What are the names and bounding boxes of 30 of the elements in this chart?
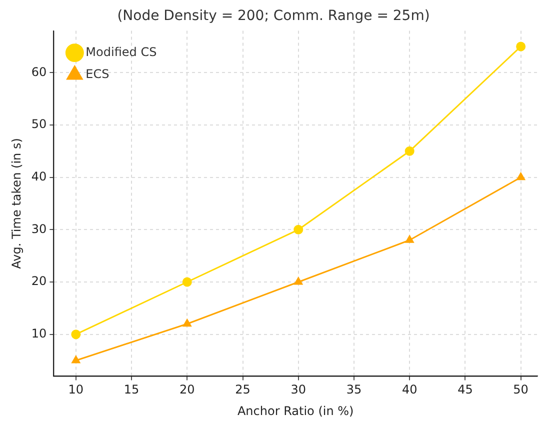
point (516, 172, 526, 180)
y-axis-title: Avg. Time taken (in s) (9, 138, 24, 269)
point (294, 224, 304, 234)
point (405, 235, 414, 243)
legend-label: Modified CS (86, 44, 157, 59)
point (182, 319, 192, 327)
x-tick-label: 50 (513, 382, 528, 397)
y-tick-label: 30 (31, 222, 47, 236)
x-tick-label: 45 (458, 382, 473, 397)
point (182, 277, 192, 287)
x-tick-label: 30 (290, 382, 306, 397)
y-tick-label: 40 (31, 169, 47, 184)
x-tick-label: 25 (235, 382, 250, 397)
point (294, 277, 303, 285)
x-tick-label: 40 (402, 382, 418, 397)
y-tick-label: 20 (31, 274, 47, 288)
legend-label: ECS (86, 66, 110, 81)
chart-title: (Node Density = 200; Comm. Range = 25m) (117, 8, 430, 24)
point (72, 356, 80, 364)
point (71, 330, 81, 340)
y-tick-label: 50 (31, 117, 47, 132)
x-axis-title: Anchor Ratio (in %) (237, 404, 354, 418)
y-tick-label: 60 (31, 64, 47, 79)
point (516, 42, 526, 52)
y-tick-label: 10 (31, 326, 47, 340)
x-tick-label: 10 (68, 382, 84, 397)
x-tick-label: 20 (180, 382, 195, 397)
x-tick-label: 15 (124, 382, 140, 397)
x-tick-label: 35 (346, 382, 362, 397)
point (404, 146, 414, 156)
